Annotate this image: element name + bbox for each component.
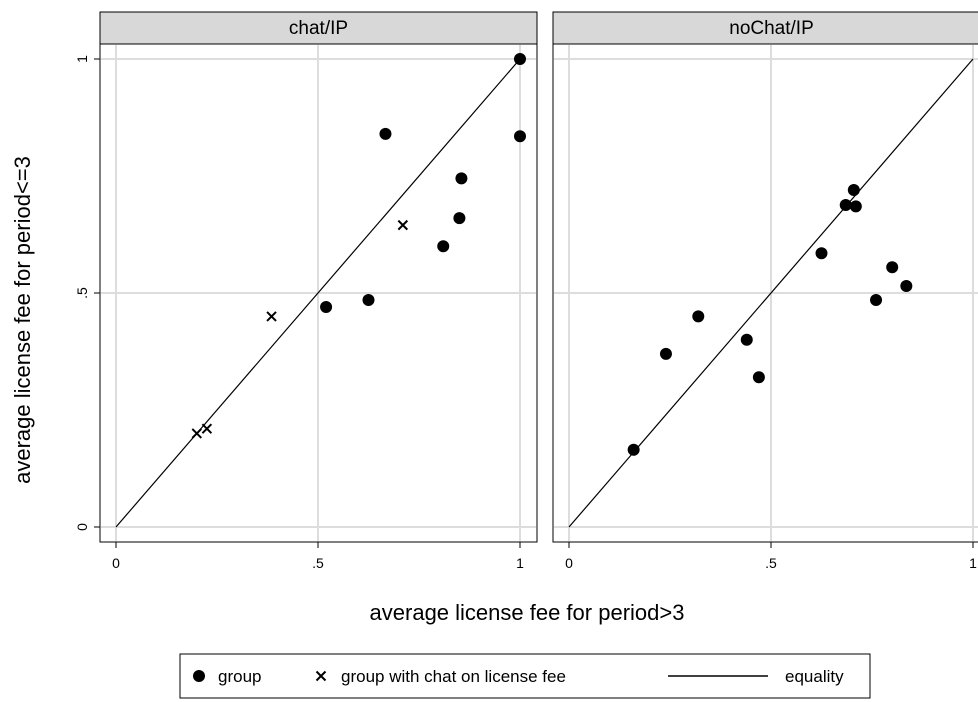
y-axis-title: average license fee for period<=3 <box>10 156 35 484</box>
equality-line <box>115 58 521 528</box>
legend-marker-circle <box>193 670 205 682</box>
group-point <box>847 184 860 197</box>
legend-label: equality <box>785 667 844 686</box>
group-point <box>659 347 672 360</box>
y-tick-label: 1 <box>74 55 90 63</box>
legend-label: group with chat on license fee <box>341 667 566 686</box>
group-point <box>455 172 468 185</box>
panel-1: chat/IP 0 .5 1 0 .5 1 <box>74 11 538 571</box>
panel-2: noChat/IP 0 .5 1 <box>552 11 978 571</box>
group-point <box>627 443 640 456</box>
x-axis-title: average license fee for period>3 <box>370 600 685 625</box>
group-point <box>437 240 450 253</box>
group-point <box>453 212 466 225</box>
panel-title: chat/IP <box>289 18 348 39</box>
x-tick-label: 0 <box>112 555 120 571</box>
legend-marker-x <box>315 670 327 682</box>
x-tick-label: 1 <box>969 555 977 571</box>
panel-title: noChat/IP <box>729 18 814 39</box>
group-with-chat-point <box>201 423 213 434</box>
y-tick-label: .5 <box>74 287 90 299</box>
legend-label: group <box>218 667 261 686</box>
x-tick-label: 1 <box>516 555 524 571</box>
group-point <box>362 294 375 307</box>
panel-strip <box>99 11 538 45</box>
x-tick-label: .5 <box>765 555 777 571</box>
group-point <box>886 261 899 274</box>
group-point <box>740 333 753 346</box>
group-point <box>849 200 862 213</box>
group-point <box>900 279 913 292</box>
group-point <box>692 310 705 323</box>
group-point <box>514 130 526 143</box>
y-tick-label: 0 <box>74 523 90 531</box>
group-with-chat-point <box>191 428 203 439</box>
group-point <box>752 371 765 384</box>
x-tick-label: .5 <box>312 555 324 571</box>
x-tick-label: 0 <box>565 555 573 571</box>
group-point <box>870 294 883 307</box>
group-with-chat-point <box>266 311 277 322</box>
legend: group group with chat on license fee equal… <box>179 653 871 699</box>
group-point <box>839 199 852 212</box>
group-point <box>320 301 333 314</box>
group-point <box>379 127 392 140</box>
panels-layer: chat/IP 0 .5 1 0 .5 1 noChat/IP 0 .5 1 <box>74 11 978 571</box>
group-point <box>815 247 828 260</box>
group-with-chat-point <box>397 219 409 231</box>
group-point <box>514 53 526 65</box>
